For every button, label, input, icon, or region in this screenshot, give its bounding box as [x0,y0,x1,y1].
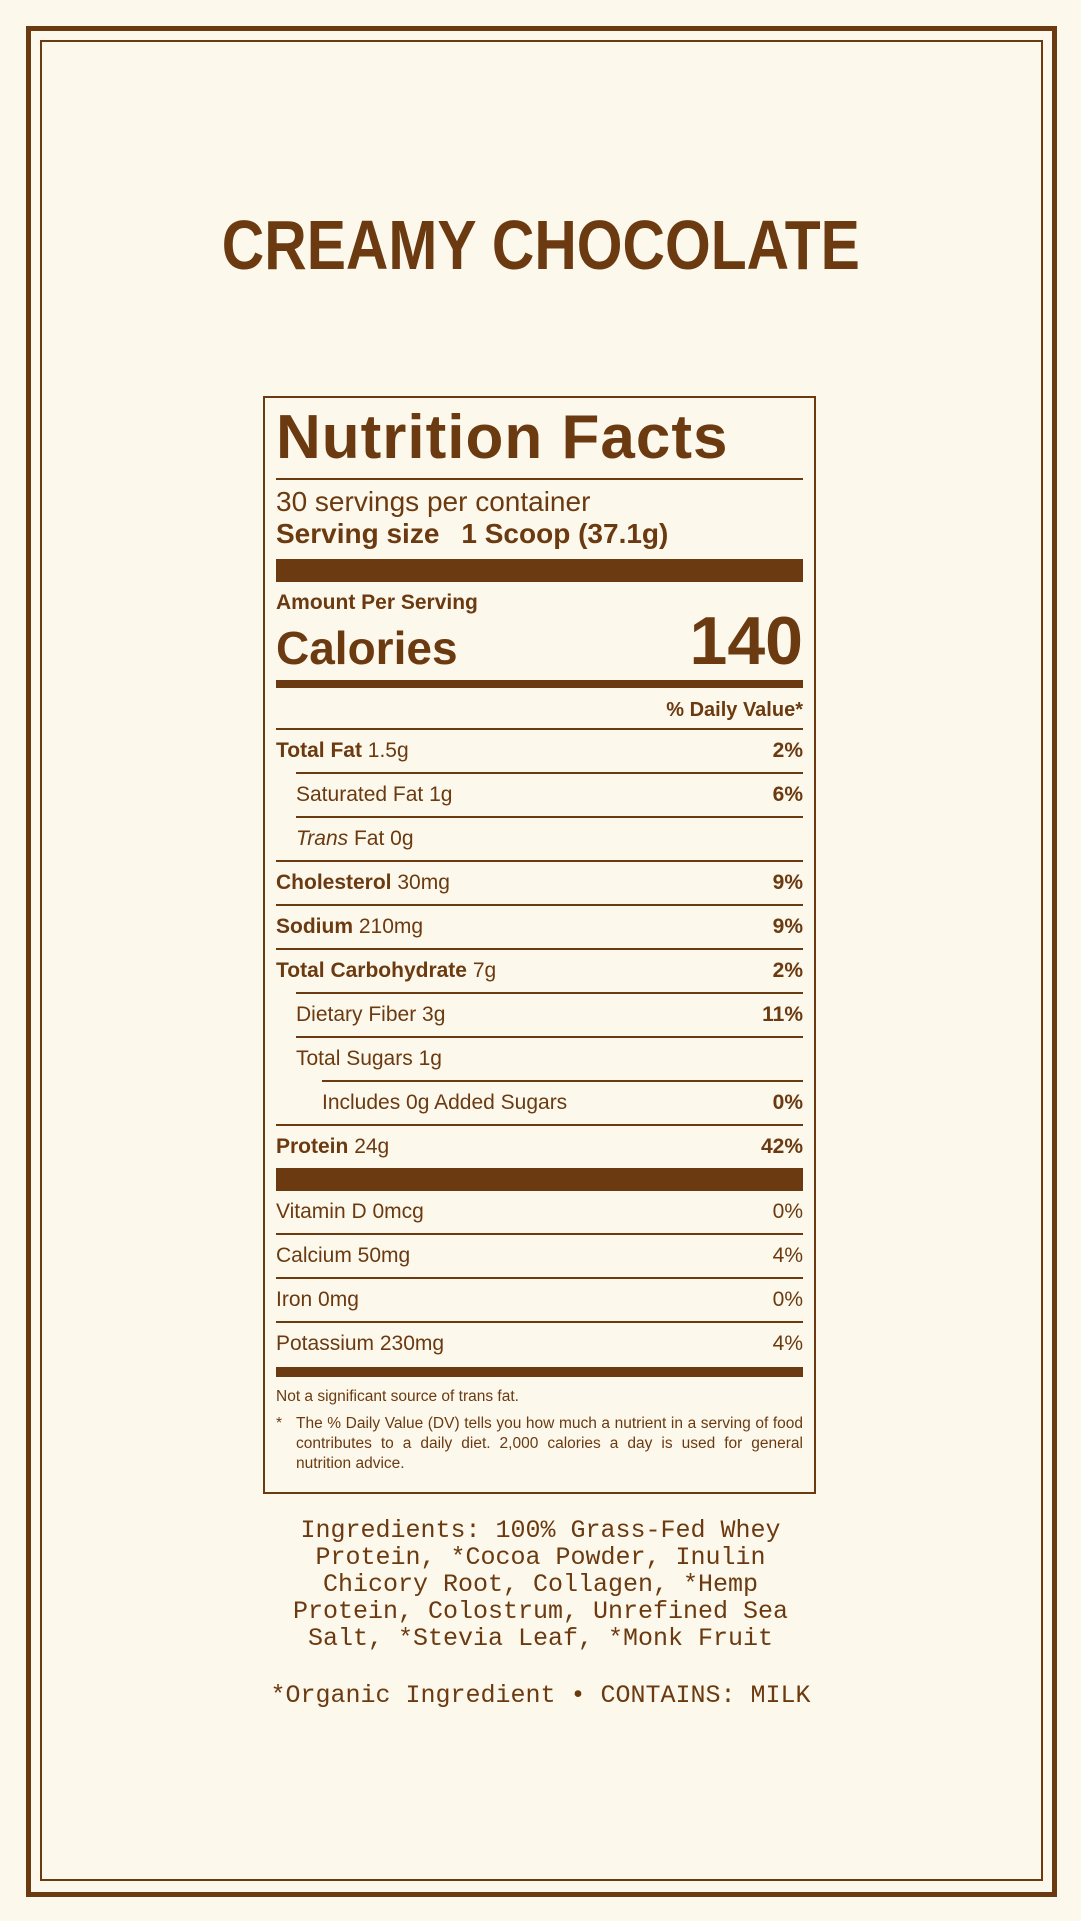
vitamin-dv: 4% [772,1244,803,1267]
nutrient-row-total-sugars: Total Sugars 1g [296,1036,803,1080]
footnote-asterisk: * [276,1415,283,1432]
vitamin-dv: 0% [772,1200,803,1223]
nutrient-name: Dietary Fiber [296,1003,417,1026]
nutrient-dv: 2% [772,959,803,982]
nutrition-facts-label: Nutrition Facts 30 servings per containe… [263,396,816,1494]
nutrient-dv: 0% [772,1091,803,1114]
nutrient-amount: 1.5g [367,739,409,762]
ingredients-line: Chicory Root, Collagen, *Hemp [322,1570,759,1599]
thick-divider [276,559,803,582]
serving-size: Serving size 1 Scoop (37.1g) [276,518,803,550]
nutrient-amount: 30mg [397,871,450,894]
vitamin-text: Calcium 50mg [276,1244,411,1267]
vitamin-row-vitamin-d: Vitamin D 0mcg 0% [276,1191,803,1233]
nutrient-dv: 42% [760,1135,803,1158]
nutrient-row-trans-fat: Trans Fat 0g [296,816,803,860]
trans-fat-footnote: Not a significant source of trans fat. [276,1388,519,1405]
nutrient-amount: 7g [472,959,497,982]
footnote-text: The % Daily Value (DV) tells you how muc… [296,1415,803,1472]
nutrient-amount: 1g [418,1047,442,1070]
nutrient-row-sodium: Sodium 210mg 9% [276,904,803,948]
vitamin-text: Potassium 230mg [276,1332,445,1355]
serving-size-label: Serving size [276,518,440,549]
nutrient-dv: 2% [772,739,803,762]
vitamin-dv: 0% [772,1288,803,1311]
nutrient-name: Trans [296,827,349,850]
ingredients-line: Ingredients: 100% Grass-Fed Whey [300,1516,781,1545]
nutrient-amount: 3g [422,1003,446,1026]
medium-divider [276,1367,803,1377]
nutrient-name: Total Carbohydrate [276,959,467,982]
amount-per-serving: Amount Per Serving [276,591,478,614]
nutrition-facts-heading: Nutrition Facts [276,403,729,472]
ingredients-line: Protein, Colostrum, Unrefined Sea [292,1597,789,1626]
nutrient-name: Total Sugars [296,1047,413,1070]
nutrient-name: Saturated Fat [296,783,424,806]
vitamin-dv: 4% [772,1332,803,1355]
nutrient-dv: 9% [772,871,803,894]
nutrient-amount: 210mg [358,915,424,938]
thick-divider [276,1168,803,1191]
serving-size-value: 1 Scoop (37.1g) [461,518,669,549]
nutrient-row-saturated-fat: Saturated Fat 1g 6% [296,772,803,816]
vitamin-text: Vitamin D 0mcg [276,1200,424,1223]
nutrient-amount: 1g [429,783,453,806]
vitamin-text: Iron 0mg [276,1288,359,1311]
nutrient-dv: 9% [772,915,803,938]
nutrient-row-dietary-fiber: Dietary Fiber 3g 11% [296,992,803,1036]
nutrient-row-protein: Protein 24g 42% [276,1124,803,1168]
vitamin-row-potassium: Potassium 230mg 4% [276,1321,803,1365]
nutrient-dv: 6% [772,783,803,806]
calories-label: Calories [276,622,458,674]
organic-allergen-note: *Organic Ingredient • CONTAINS: MILK [270,1681,811,1710]
daily-value-footnote: * The % Daily Value (DV) tells you how m… [276,1414,803,1474]
nutrient-amount: Fat 0g [353,827,414,850]
ingredients: Ingredients: 100% Grass-Fed Whey Protein… [0,1517,1081,1652]
nutrient-row-total-carbohydrate: Total Carbohydrate 7g 2% [276,948,803,992]
nutrient-name: Includes 0g Added Sugars [322,1091,568,1114]
nutrient-name: Cholesterol [276,871,392,894]
divider [276,478,803,480]
medium-divider [276,680,803,688]
calories-value: 140 [689,603,803,679]
vitamin-row-iron: Iron 0mg 0% [276,1277,803,1321]
nutrient-amount: 24g [354,1135,390,1158]
outer-border [26,26,1057,1897]
product-title: CREAMY CHOCOLATE [221,206,860,284]
calories-row: Calories 140 [276,607,803,675]
nutrient-dv: 11% [762,1003,803,1026]
ingredients-line: Salt, *Stevia Leaf, *Monk Fruit [307,1624,774,1653]
vitamin-row-calcium: Calcium 50mg 4% [276,1233,803,1277]
nutrient-name: Protein [276,1135,349,1158]
inner-border [40,40,1043,1881]
nutrient-row-total-fat: Total Fat 1.5g 2% [276,728,803,772]
daily-value-header: % Daily Value* [666,699,803,721]
product-title-wrap: CREAMY CHOCOLATE [0,206,1081,284]
nutrient-row-cholesterol: Cholesterol 30mg 9% [276,860,803,904]
nutrient-name: Total Fat [276,739,362,762]
ingredients-line: Protein, *Cocoa Powder, Inulin [315,1543,766,1572]
servings-per-container: 30 servings per container [276,486,591,517]
nutrient-row-added-sugars: Includes 0g Added Sugars 0% [322,1080,803,1124]
nutrient-name: Sodium [276,915,353,938]
